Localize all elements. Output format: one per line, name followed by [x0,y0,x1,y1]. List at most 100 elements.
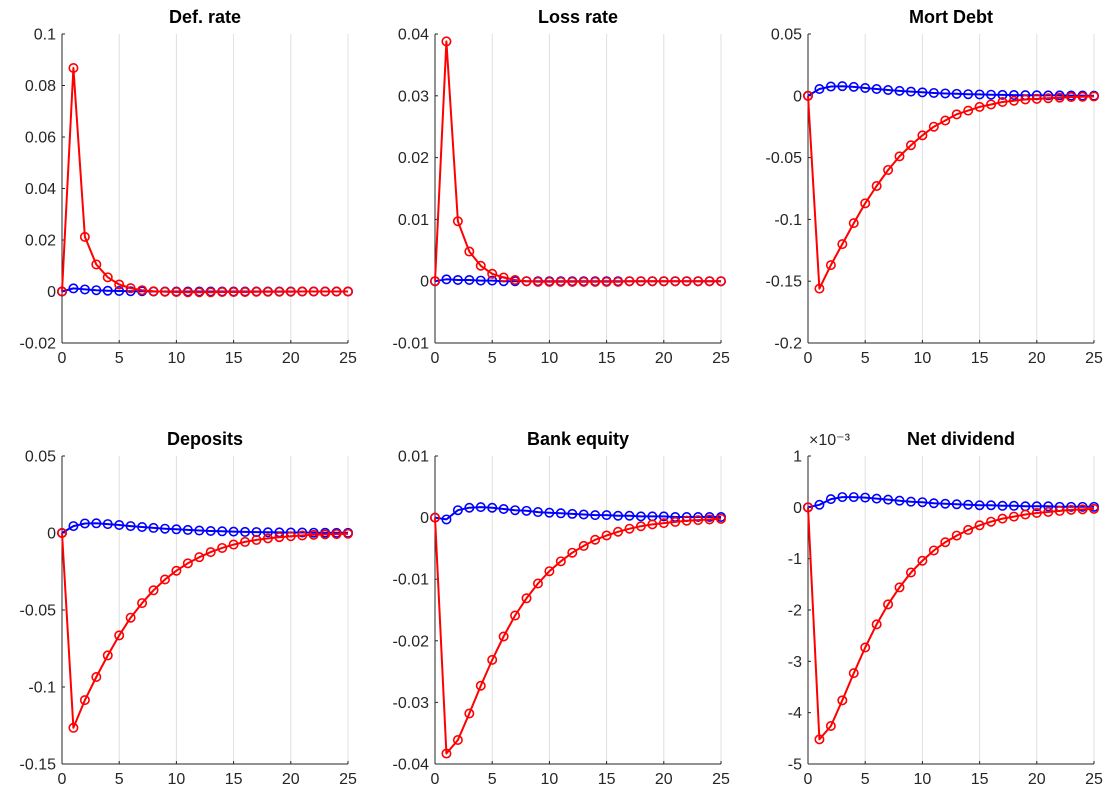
data-point [521,276,532,287]
x-tick-label: 20 [655,771,673,788]
data-point [1043,506,1054,517]
data-point [320,529,331,540]
data-point [56,286,67,297]
data-point [647,519,658,530]
y-tick-label: 0.01 [398,212,429,229]
data-point [1008,500,1019,511]
data-point [452,216,463,227]
data-point [917,497,928,508]
data-point [114,630,125,641]
y-tick-label: -0.05 [766,150,803,167]
data-point [498,503,509,514]
data-point [498,631,509,642]
series-line-blue [807,496,1094,509]
data-point [217,526,228,537]
x-tick-label: 10 [168,350,186,367]
data-point [532,507,543,518]
data-point [814,499,825,510]
data-point [171,565,182,576]
data-point [837,81,848,92]
data-point [114,279,125,290]
data-point [997,96,1008,107]
data-point [974,500,985,511]
data-point [68,283,79,294]
series-line-red [434,40,721,283]
data-point [441,36,452,47]
x-tick-label: 10 [168,771,186,788]
data-point [114,285,125,296]
data-point [928,121,939,132]
data-point [464,502,475,513]
data-point [986,99,997,110]
x-tick-label: 15 [971,350,989,367]
data-point [848,668,859,679]
data-point [137,285,148,296]
data-point [125,286,136,297]
data-point [1031,93,1042,104]
y-tick-label: 0.04 [398,27,429,44]
data-point [974,101,985,112]
x-tick-label: 20 [282,771,300,788]
data-point [940,115,951,126]
data-point [860,492,871,503]
series-line-blue [807,85,1095,97]
data-point [68,62,79,73]
data-point [429,276,440,287]
data-point [452,274,463,285]
data-point [464,708,475,719]
data-point [848,81,859,92]
y-tick-label: -0.1 [774,212,802,229]
data-point [194,525,205,536]
x-tick-label: 15 [225,350,243,367]
data-point [860,83,871,94]
data-point [802,90,813,101]
data-point [837,695,848,706]
data-point [262,286,273,297]
data-point [487,502,498,513]
x-tick-label: 0 [804,771,813,788]
data-point [79,284,90,295]
data-point [825,260,836,271]
data-point [917,130,928,141]
data-point [194,287,205,298]
y-tick-label: 0.06 [25,130,56,147]
data-point [940,88,951,99]
y-tick-label: 0.08 [25,78,56,95]
y-tick-label: -0.01 [393,572,430,589]
data-point [125,283,136,294]
data-point [342,528,353,539]
x-tick-label: 5 [861,350,870,367]
data-point [331,286,342,297]
y-tick-label: -0.02 [20,336,57,353]
data-point [297,530,308,541]
data-point [825,81,836,92]
data-point [308,286,319,297]
data-point [205,547,216,558]
data-point [251,286,262,297]
data-point [544,276,555,287]
data-point [871,181,882,192]
data-point [182,558,193,569]
y-tick-label: -0.03 [393,695,430,712]
data-point [986,516,997,527]
y-tick-label: -0.15 [766,274,803,291]
data-point [521,593,532,604]
panel-deposits: 0 5 10 15 20 25 -0.15 -0.1 -0.05 0 0.05 Deposits [20,429,357,788]
data-point [182,524,193,535]
data-point [974,520,985,531]
data-point [544,566,555,577]
data-point [997,513,1008,524]
x-tick-label: 5 [115,771,124,788]
y-tick-label: 0.05 [25,449,56,466]
data-point [464,274,475,285]
data-point [635,511,646,522]
data-point [464,246,475,257]
x-tick-label: 20 [282,350,300,367]
data-point [498,272,509,283]
data-point [510,610,521,621]
data-point [102,285,113,296]
data-point [159,523,170,534]
data-point [205,525,216,536]
data-point [704,514,715,525]
